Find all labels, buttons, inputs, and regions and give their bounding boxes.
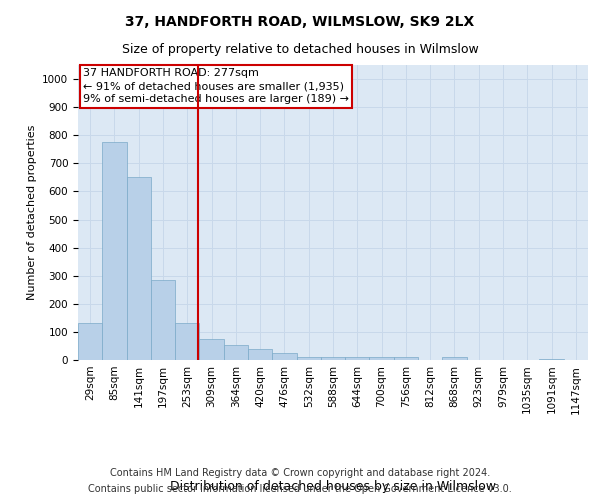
Bar	[224, 344, 248, 360]
Bar	[539, 358, 564, 360]
Text: Size of property relative to detached houses in Wilmslow: Size of property relative to detached ho…	[122, 42, 478, 56]
Text: Contains public sector information licensed under the Open Government Licence v3: Contains public sector information licen…	[88, 484, 512, 494]
Bar	[272, 353, 296, 360]
Text: 37, HANDFORTH ROAD, WILMSLOW, SK9 2LX: 37, HANDFORTH ROAD, WILMSLOW, SK9 2LX	[125, 15, 475, 29]
Bar	[102, 142, 127, 360]
Bar	[394, 357, 418, 360]
Bar	[345, 357, 370, 360]
Text: 37 HANDFORTH ROAD: 277sqm
← 91% of detached houses are smaller (1,935)
9% of sem: 37 HANDFORTH ROAD: 277sqm ← 91% of detac…	[83, 68, 349, 104]
Bar	[321, 357, 345, 360]
Text: Contains HM Land Registry data © Crown copyright and database right 2024.: Contains HM Land Registry data © Crown c…	[110, 468, 490, 477]
Bar	[199, 339, 224, 360]
Y-axis label: Number of detached properties: Number of detached properties	[26, 125, 37, 300]
Bar	[127, 178, 151, 360]
Bar	[175, 324, 199, 360]
Bar	[78, 324, 102, 360]
Bar	[248, 349, 272, 360]
X-axis label: Distribution of detached houses by size in Wilmslow: Distribution of detached houses by size …	[170, 480, 496, 494]
Bar	[442, 357, 467, 360]
Bar	[151, 280, 175, 360]
Bar	[370, 357, 394, 360]
Bar	[296, 357, 321, 360]
